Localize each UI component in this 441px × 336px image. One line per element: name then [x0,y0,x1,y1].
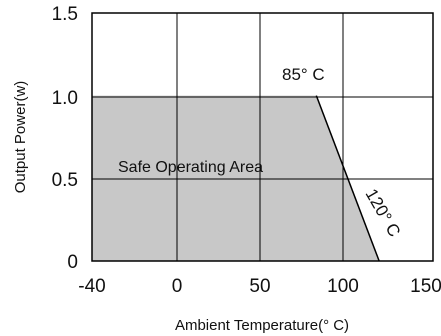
x-tick-label: 150 [410,276,441,297]
annotation-85c: 85° C [282,65,325,84]
y-tick-labels: 0 0.5 1.0 1.5 [52,4,78,273]
y-tick-label: 0.5 [52,170,78,191]
x-tick-label: -40 [78,276,105,297]
x-tick-label: 0 [172,276,183,297]
y-axis-title: Output Power(w) [12,81,29,194]
grid-lines [92,13,433,261]
y-tick-label: 1.5 [52,4,78,25]
derating-line [315,95,380,262]
x-tick-label: 100 [327,276,359,297]
x-tick-labels: -40 0 50 100 150 [78,276,441,297]
x-tick-label: 50 [249,276,270,297]
y-tick-label: 1.0 [52,88,78,109]
safe-operating-area-label: Safe Operating Area [118,159,263,176]
x-axis-title: Ambient Temperature(° C) [175,317,349,334]
plot-frame [91,12,434,262]
y-tick-label: 0 [67,252,78,273]
safe-operating-area-fill [92,95,380,262]
